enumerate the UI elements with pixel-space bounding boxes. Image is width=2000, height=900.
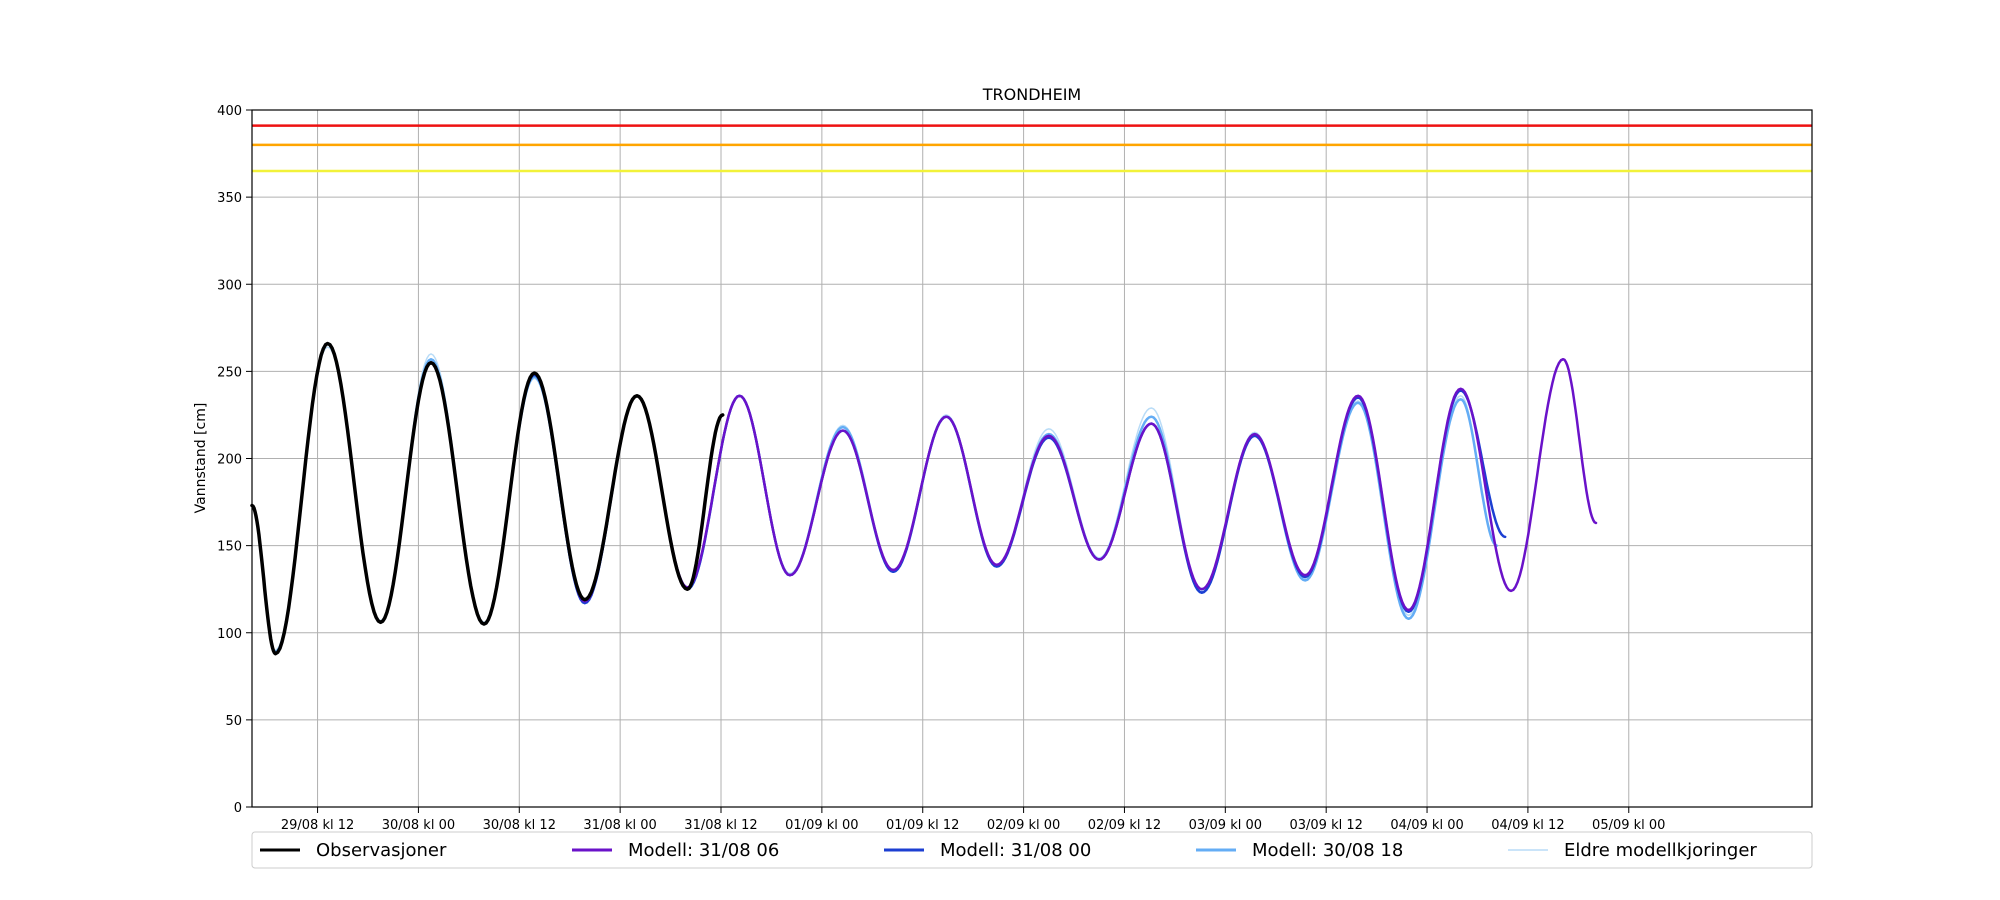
x-tick-label: 31/08 kl 00 — [583, 818, 656, 833]
x-tick-label: 02/09 kl 00 — [987, 818, 1060, 833]
x-tick-label: 02/09 kl 12 — [1088, 818, 1161, 833]
x-tick-label: 30/08 kl 12 — [483, 818, 556, 833]
y-axis-label: Vannstand [cm] — [193, 403, 209, 514]
series-line — [250, 341, 725, 656]
x-tick-label: 04/09 kl 12 — [1491, 818, 1564, 833]
x-tick-label: 03/09 kl 12 — [1289, 818, 1362, 833]
x-tick-label: 30/08 kl 00 — [382, 818, 455, 833]
chart-title: TRONDHEIM — [982, 85, 1081, 104]
x-tick-label: 01/09 kl 12 — [886, 818, 959, 833]
legend-label: Modell: 31/08 06 — [628, 840, 779, 861]
y-axis: 0 50 100 150 200 250 300 350 400 — [217, 104, 252, 816]
series-lines — [250, 341, 1598, 656]
x-tick-label: 04/09 kl 00 — [1390, 818, 1463, 833]
y-tick-label: 350 — [217, 191, 242, 206]
y-tick-label: 0 — [234, 801, 242, 816]
y-tick-label: 200 — [217, 453, 242, 468]
y-tick-label: 400 — [217, 104, 242, 119]
legend-label: Observasjoner — [316, 840, 447, 861]
grid-lines — [252, 109, 1812, 808]
x-tick-label: 31/08 kl 12 — [684, 818, 757, 833]
y-tick-label: 50 — [225, 714, 242, 729]
y-tick-label: 100 — [217, 627, 242, 642]
legend-label: Eldre modellkjoringer — [1564, 840, 1757, 861]
legend-box — [251, 831, 1813, 869]
x-tick-label: 29/08 kl 12 — [281, 818, 354, 833]
x-tick-label: 03/09 kl 00 — [1189, 818, 1262, 833]
legend: Observasjoner Modell: 31/08 06 Modell: 31/… — [251, 831, 1813, 869]
x-tick-label: 01/09 kl 00 — [785, 818, 858, 833]
threshold-lines — [252, 124, 1812, 173]
x-axis: 29/08 kl 12 30/08 kl 00 30/08 kl 12 31/08 k… — [281, 807, 1665, 833]
x-tick-label: 05/09 kl 00 — [1592, 818, 1665, 833]
series-line — [274, 342, 1507, 655]
legend-label: Modell: 31/08 00 — [940, 840, 1091, 861]
y-tick-label: 250 — [217, 365, 242, 380]
y-tick-label: 150 — [217, 540, 242, 555]
legend-label: Modell: 30/08 18 — [1252, 840, 1403, 861]
y-tick-label: 300 — [217, 278, 242, 293]
